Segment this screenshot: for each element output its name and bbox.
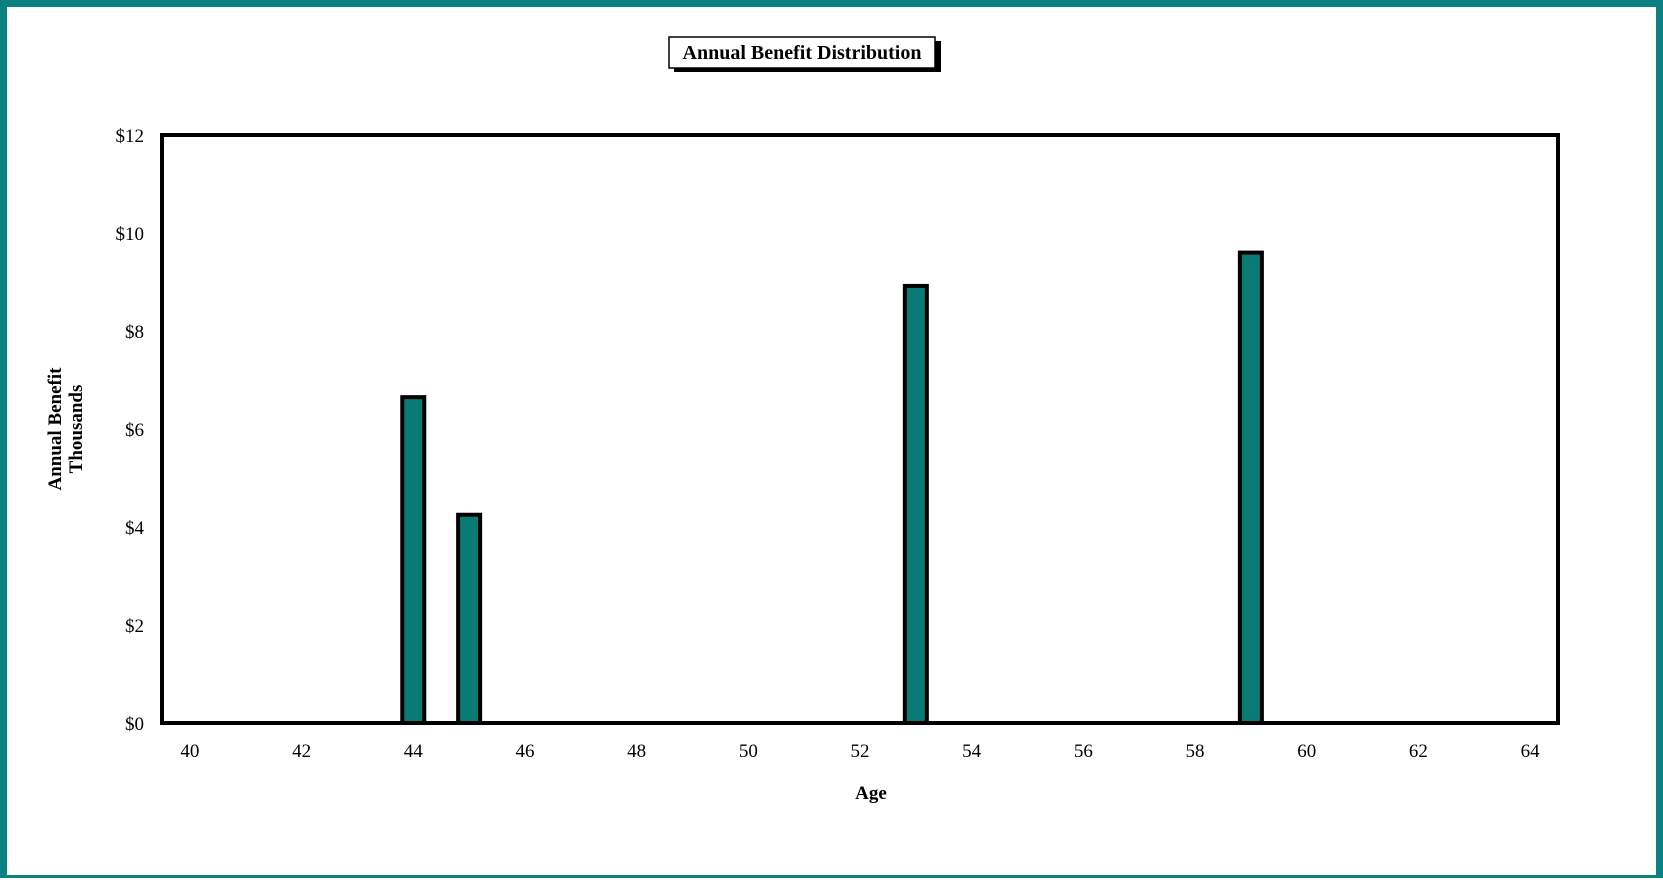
x-tick-label: 56: [1074, 741, 1093, 762]
y-tick-label: $10: [116, 224, 145, 245]
bar-age-59: [1237, 250, 1264, 725]
x-tick-label: 50: [739, 741, 758, 762]
title-frame: [668, 36, 936, 69]
bar-chart: Annual Benefit Distribution 40 42 44 46 48 50…: [45, 36, 1560, 804]
x-axis-title: Age: [855, 783, 887, 804]
bar-age-53: [902, 283, 929, 725]
bar-age-44: [400, 395, 427, 725]
y-tick-label: $12: [116, 126, 145, 147]
bar-age-45: [456, 512, 483, 725]
x-tick-label: 52: [851, 741, 870, 762]
y-tick-label: $2: [125, 616, 144, 637]
y-axis-tick-labels: $0 $2 $4 $6 $8 $10 $12: [116, 126, 145, 735]
x-tick-label: 58: [1186, 741, 1205, 762]
x-tick-label: 46: [515, 741, 534, 762]
x-tick-label: 64: [1521, 741, 1541, 762]
y-axis-title: Annual Benefit Thousands: [45, 367, 87, 491]
y-axis-title-line2: Thousands: [66, 385, 87, 474]
plot-area: [160, 133, 1560, 725]
chart-title: Annual Benefit Distribution: [683, 42, 922, 64]
x-tick-label: 48: [627, 741, 646, 762]
x-tick-label: 44: [404, 741, 424, 762]
x-tick-label: 60: [1297, 741, 1316, 762]
x-tick-label: 62: [1409, 741, 1428, 762]
y-axis-title-line1: Annual Benefit: [45, 367, 66, 491]
y-tick-label: $4: [125, 518, 145, 539]
y-tick-label: $8: [125, 322, 144, 343]
x-tick-label: 42: [292, 741, 311, 762]
x-tick-label: 54: [962, 741, 982, 762]
title-box: Annual Benefit Distribution: [668, 36, 941, 72]
x-tick-label: 40: [180, 741, 199, 762]
y-tick-label: $0: [125, 714, 144, 735]
x-axis-tick-labels: 40 42 44 46 48 50 52 54 56 58 60 62 64: [180, 741, 1540, 762]
bars-layer: [400, 250, 1264, 725]
y-tick-label: $6: [125, 420, 144, 441]
